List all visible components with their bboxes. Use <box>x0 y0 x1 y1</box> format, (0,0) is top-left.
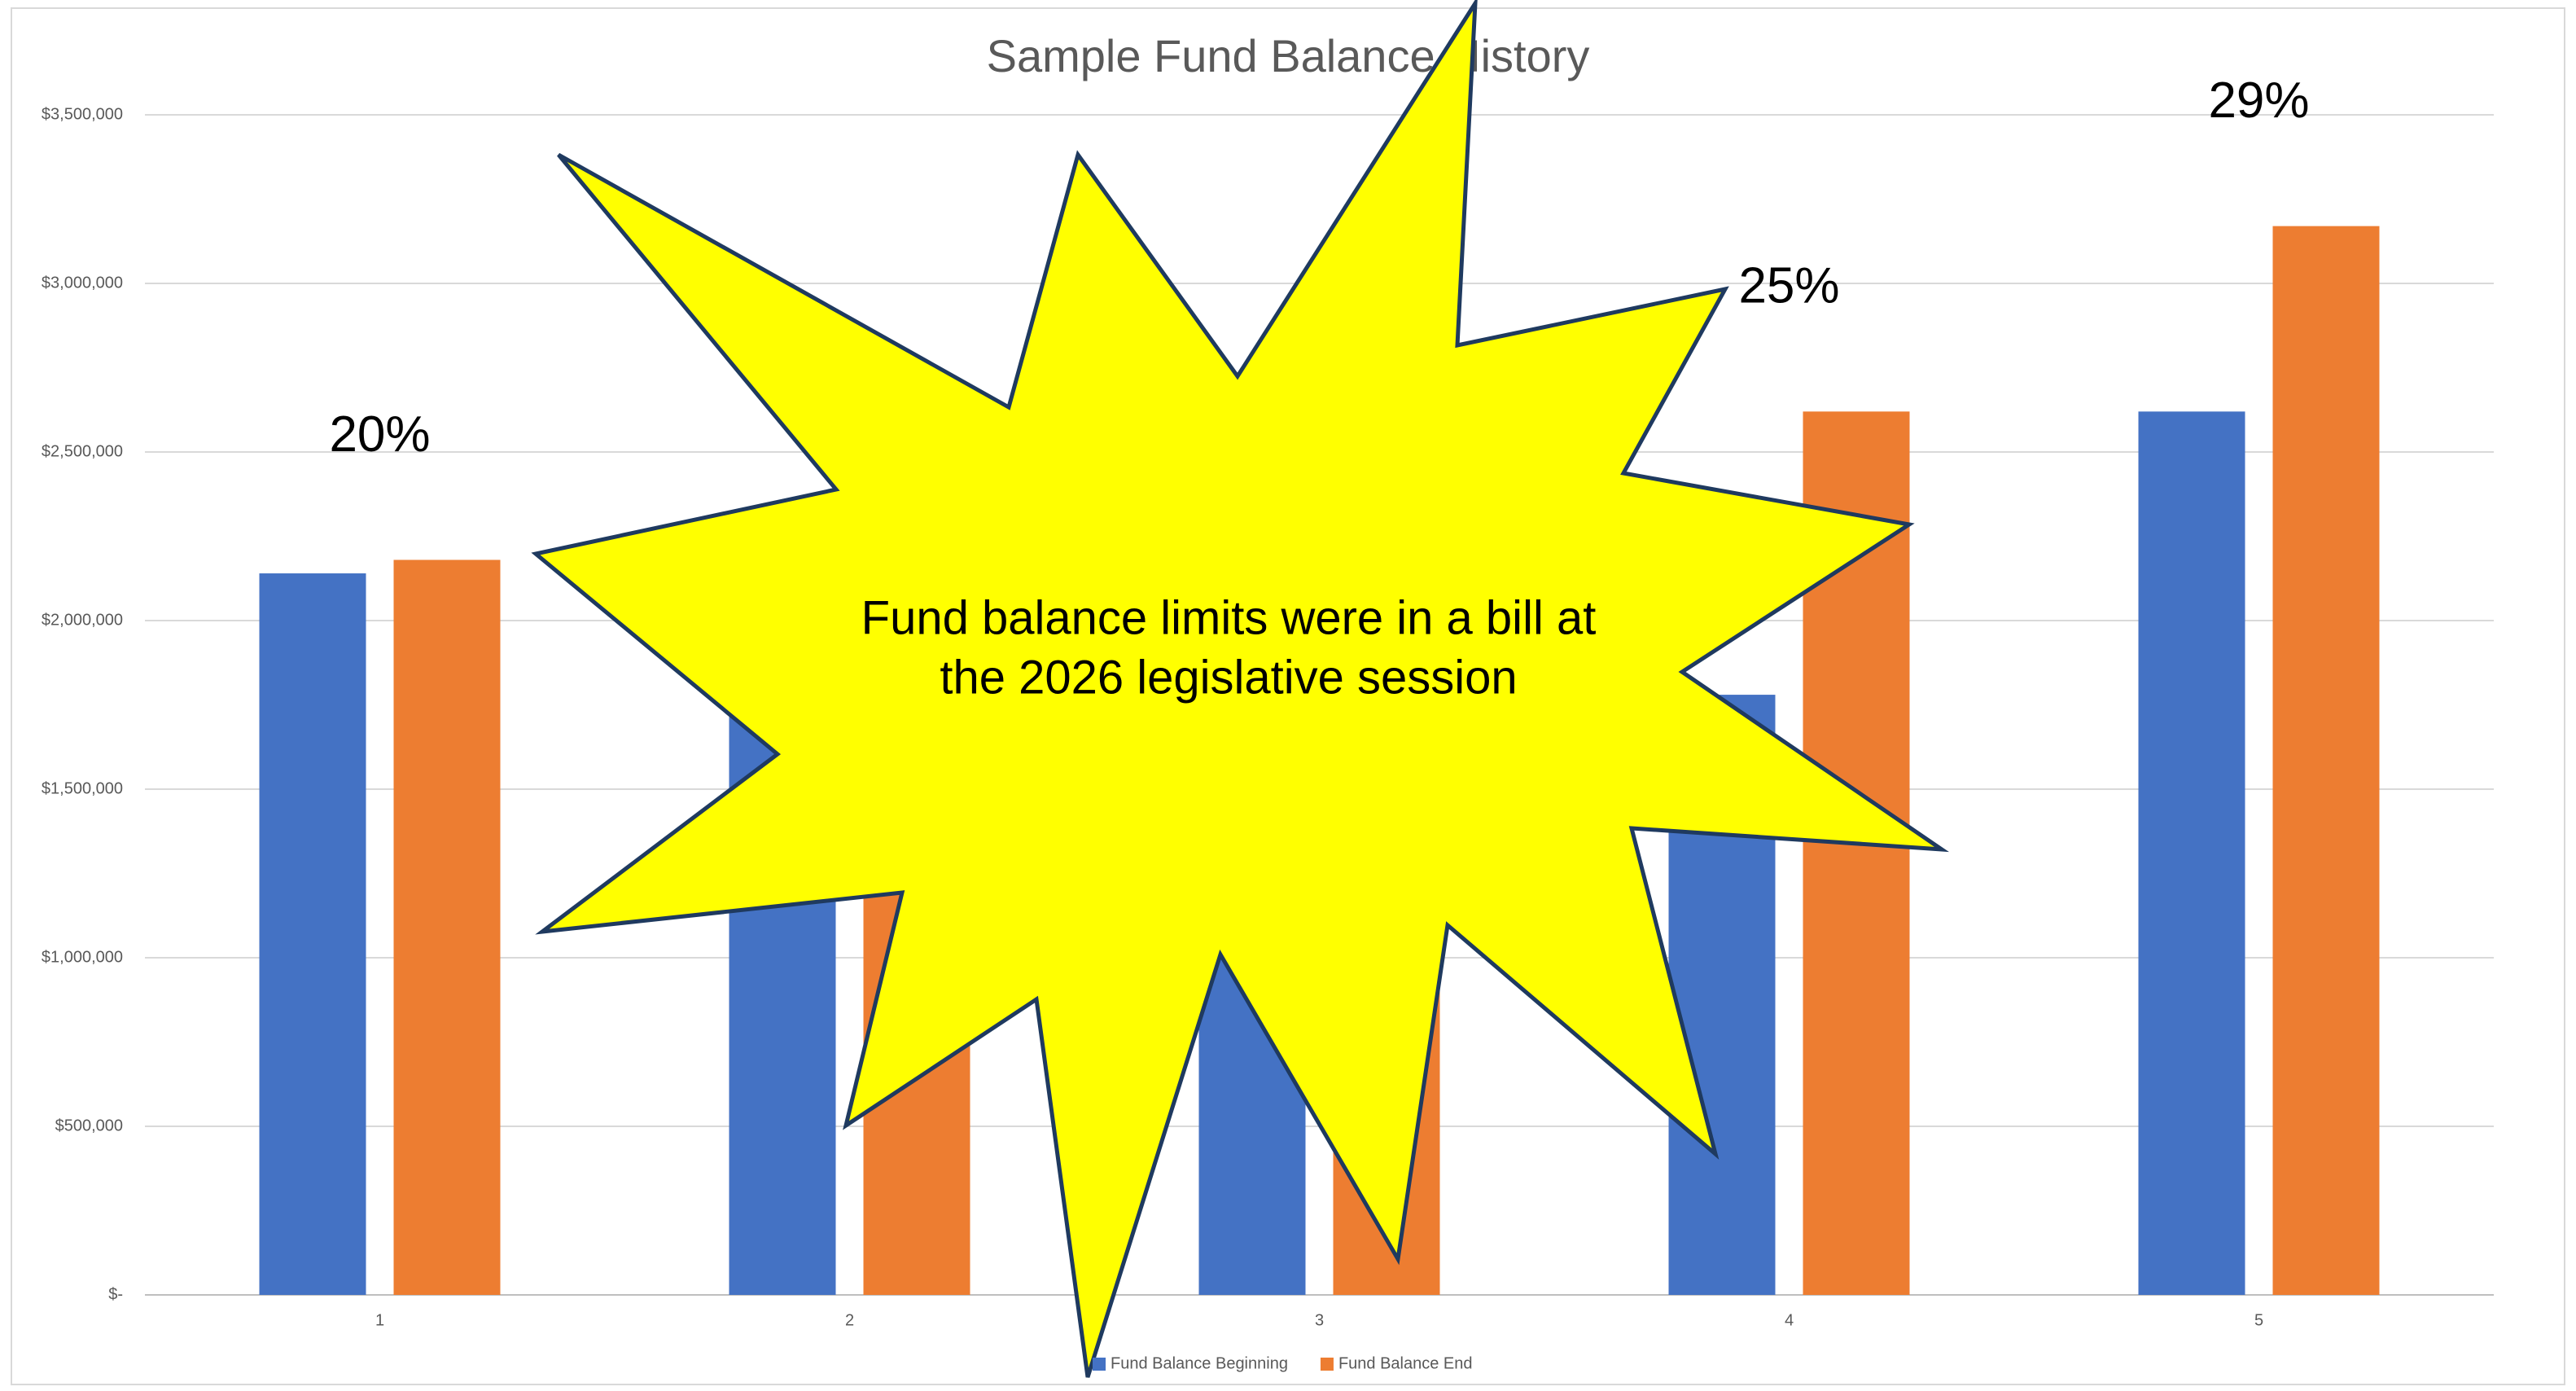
callout-text: Fund balance limits were in a bill at <box>861 591 1597 644</box>
x-tick-label: 3 <box>1315 1311 1324 1329</box>
callout-text: the 2026 legislative session <box>940 651 1517 704</box>
bar <box>2272 226 2380 1295</box>
y-tick-label: $1,500,000 <box>42 779 123 797</box>
starburst-callout <box>531 0 1949 1378</box>
x-tick-label: 5 <box>2254 1311 2263 1329</box>
bar <box>2138 411 2245 1295</box>
chart-title: Sample Fund Balance History <box>987 30 1590 81</box>
x-tick-label: 1 <box>375 1311 384 1329</box>
y-tick-label: $3,500,000 <box>42 105 123 123</box>
bar <box>259 573 366 1295</box>
legend-label: Fund Balance Beginning <box>1111 1354 1288 1372</box>
bar <box>393 559 501 1295</box>
x-tick-label: 4 <box>1785 1311 1794 1329</box>
y-tick-label: $3,000,000 <box>42 274 123 292</box>
legend-swatch <box>1320 1358 1334 1371</box>
annotations: 20% 25% 29% <box>329 72 2309 463</box>
y-tick-label: $500,000 <box>55 1117 123 1134</box>
x-tick-label: 2 <box>845 1311 854 1329</box>
annotation: 20% <box>329 406 430 463</box>
y-tick-label: $1,000,000 <box>42 948 123 966</box>
legend-swatch <box>1093 1358 1106 1371</box>
annotation: 25% <box>1738 258 1839 314</box>
annotation: 29% <box>2208 72 2309 129</box>
y-tick-label: $- <box>108 1285 123 1303</box>
legend-label: Fund Balance End <box>1338 1354 1473 1372</box>
y-tick-label: $2,000,000 <box>42 611 123 629</box>
y-tick-label: $2,500,000 <box>42 442 123 460</box>
